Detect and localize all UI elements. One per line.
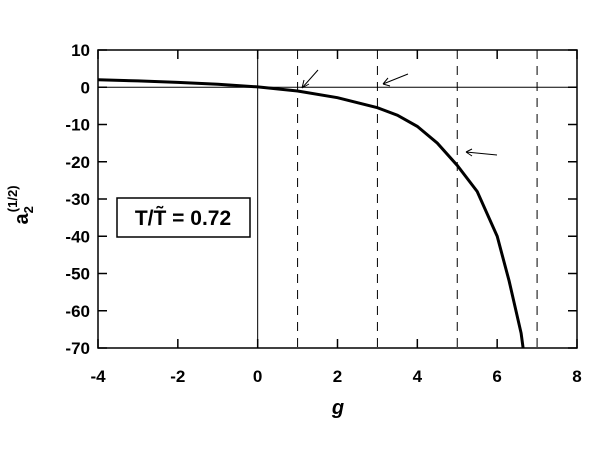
x-tick-label: -2	[170, 367, 185, 386]
y-tick-label: -70	[65, 339, 90, 358]
x-tick-label: 6	[492, 367, 501, 386]
y-tick-label: 0	[81, 78, 90, 97]
arrow	[301, 69, 319, 89]
x-axis-label: g	[331, 397, 344, 419]
y-label-sub: 2	[21, 206, 36, 213]
annotation: T/T̃ = 0.72	[135, 206, 231, 230]
data-line	[97, 78, 525, 349]
x-tick-label: 4	[413, 367, 423, 386]
x-tick-label: 2	[333, 367, 342, 386]
y-tick-label: -30	[65, 190, 90, 209]
x-tick-label: 8	[572, 367, 581, 386]
x-tick-label: -4	[90, 367, 106, 386]
annotation-box	[116, 197, 251, 238]
y-tick-label: -20	[65, 153, 90, 172]
y-label-sup: (1/2)	[5, 185, 20, 212]
y-tick-label: -10	[65, 116, 90, 135]
y-tick-label: -40	[65, 227, 90, 246]
arrow	[465, 148, 498, 157]
y-tick-label: -50	[65, 265, 90, 284]
arrow	[382, 73, 409, 87]
x-tick-label: 0	[253, 367, 262, 386]
y-axis-label: a2(1/2)	[5, 185, 36, 224]
y-tick-label: 10	[71, 41, 90, 60]
y-label-base: a	[11, 213, 33, 225]
arrows	[301, 69, 498, 157]
y-tick-label: -60	[65, 302, 90, 321]
